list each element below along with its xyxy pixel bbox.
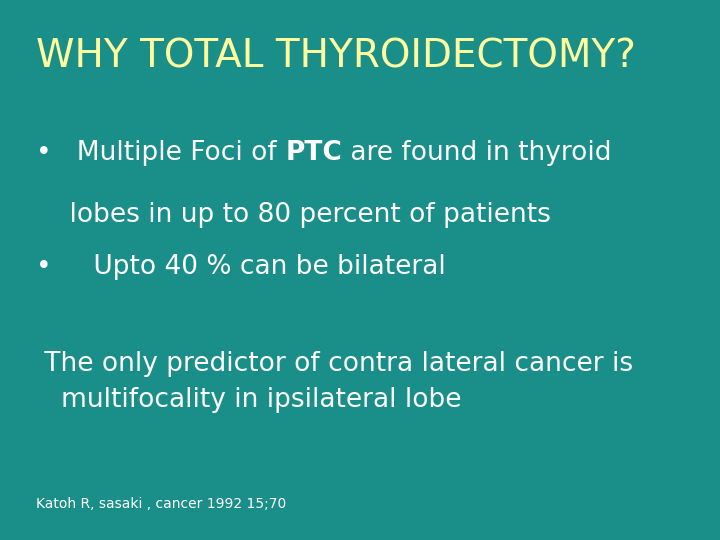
Text: •     Upto 40 % can be bilateral: • Upto 40 % can be bilateral	[36, 254, 446, 280]
Text: PTC: PTC	[285, 140, 342, 166]
Text: are found in thyroid: are found in thyroid	[342, 140, 611, 166]
Text: WHY TOTAL THYROIDECTOMY?: WHY TOTAL THYROIDECTOMY?	[36, 38, 636, 76]
Text: •   Multiple Foci of: • Multiple Foci of	[36, 140, 285, 166]
Text: Katoh R, sasaki , cancer 1992 15;70: Katoh R, sasaki , cancer 1992 15;70	[36, 497, 287, 511]
Text: lobes in up to 80 percent of patients: lobes in up to 80 percent of patients	[36, 202, 551, 228]
Text: The only predictor of contra lateral cancer is
   multifocality in ipsilateral l: The only predictor of contra lateral can…	[36, 351, 633, 413]
